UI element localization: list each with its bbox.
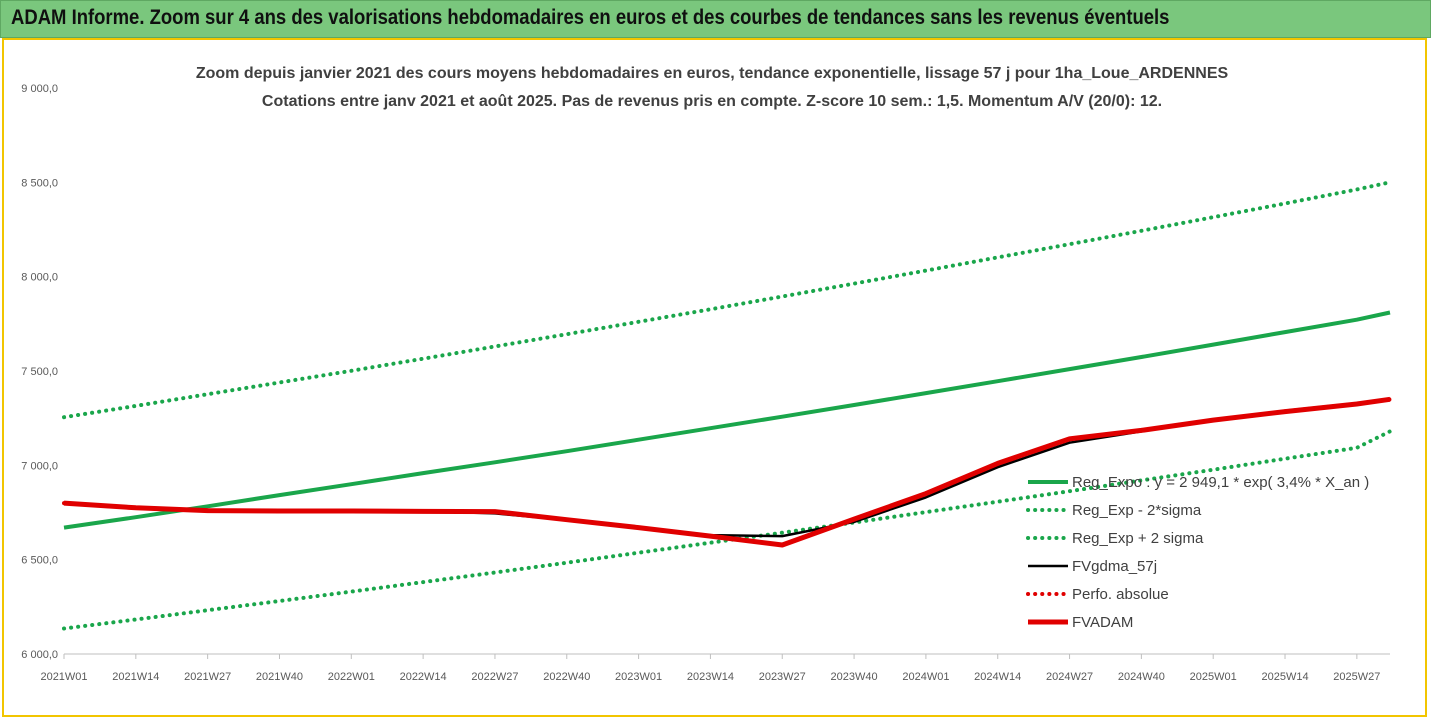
series-line-perfo-absolue [62,397,1392,548]
y-tick-label: 8 500,0 [21,177,58,189]
legend-label: Perfo. absolue [1072,586,1169,603]
series-line-reg-exp-2-sigma [62,429,1392,631]
report-banner: ADAM Informe. Zoom sur 4 ans des valoris… [0,0,1431,38]
x-tick-label: 2022W01 [328,671,375,683]
series-line-reg-expo-y-2-949-1-exp-3 [63,310,1391,530]
y-tick-label: 7 000,0 [21,460,58,472]
x-tick-label: 2024W01 [902,671,949,683]
x-tick-label: 2024W40 [1118,671,1165,683]
x-tick-label: 2022W14 [400,671,447,683]
legend-label: Reg_Exp - 2*sigma [1072,502,1202,519]
y-tick-label: 6 500,0 [21,555,58,567]
legend: Reg_Expo : y = 2 949,1 * exp( 3,4% * X_a… [1026,474,1369,631]
x-tick-label: 2021W27 [184,671,231,683]
y-tick-label: 9 000,0 [21,83,58,95]
y-tick-label: 7 500,0 [21,366,58,378]
legend-label: Reg_Expo : y = 2 949,1 * exp( 3,4% * X_a… [1072,474,1369,491]
axes: 6 000,0 6 500,0 7 000,0 7 500,0 8 000,0 8 500… [21,83,1390,683]
chart-frame [2,38,1427,717]
x-tick-label: 2025W01 [1190,671,1237,683]
x-tick-label: 2022W40 [543,671,590,683]
legend-label: FVgdma_57j [1072,558,1157,575]
x-tick-label: 2025W27 [1333,671,1380,683]
chart-subtitle: Cotations entre janv 2021 et août 2025. … [262,93,1162,110]
legend-label: FVADAM [1072,614,1133,631]
x-tick-label: 2022W27 [471,671,518,683]
chart-title: Zoom depuis janvier 2021 des cours moyen… [196,65,1229,82]
series-line-fvadam [63,396,1391,548]
x-tick-label: 2021W40 [256,671,303,683]
x-tick-label: 2024W14 [974,671,1021,683]
x-tick-label: 2024W27 [1046,671,1093,683]
series-layer [62,180,1392,631]
legend-label: Reg_Exp + 2 sigma [1072,530,1204,547]
y-tick-label: 8 000,0 [21,272,58,284]
y-tick-label: 6 000,0 [21,649,58,661]
x-tick-label: 2023W40 [831,671,878,683]
report-title: ADAM Informe. Zoom sur 4 ans des valoris… [11,6,1170,29]
x-tick-label: 2021W01 [40,671,87,683]
x-tick-label: 2023W01 [615,671,662,683]
x-tick-label: 2023W14 [687,671,734,683]
series-line-reg-exp-2-sigma [62,180,1392,420]
x-tick-label: 2025W14 [1261,671,1308,683]
x-tick-label: 2023W27 [759,671,806,683]
x-tick-label: 2021W14 [112,671,159,683]
